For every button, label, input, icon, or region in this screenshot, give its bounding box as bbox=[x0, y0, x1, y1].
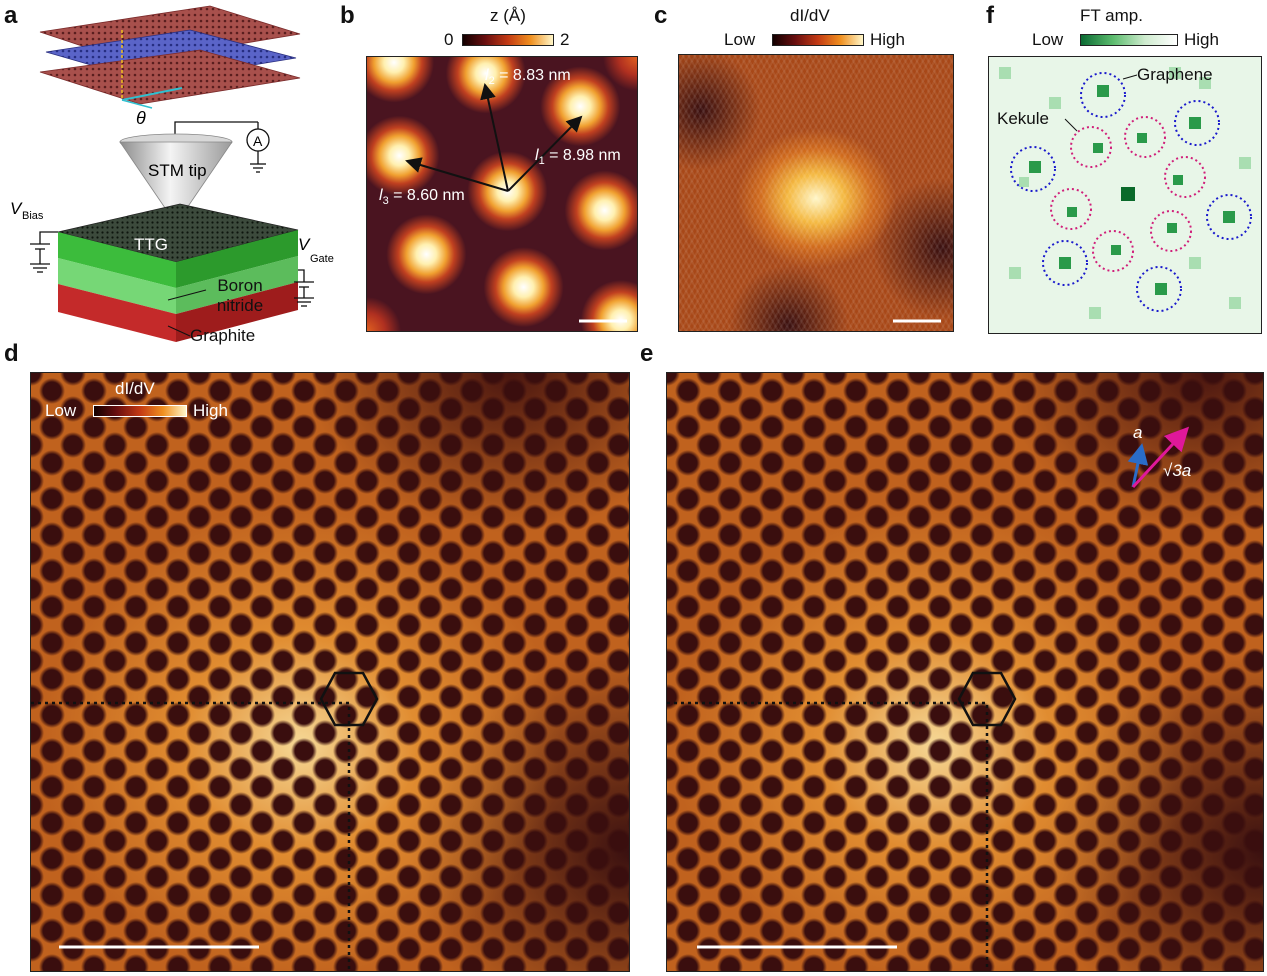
svg-text:Gate: Gate bbox=[310, 253, 334, 265]
colorbar-c-title: dI/dV bbox=[790, 6, 830, 25]
theta-symbol: θ bbox=[136, 108, 146, 128]
l2-label: l2 = 8.83 nm bbox=[485, 67, 571, 88]
schematic-svg: θ A STM tip TTG V Bias V Ga bbox=[10, 5, 334, 342]
svg-text:Bias: Bias bbox=[22, 210, 44, 222]
boron-nitride-label: Boron nitride bbox=[216, 276, 264, 315]
vector-sqrt3a-arrow bbox=[1131, 426, 1190, 489]
panel-d-overlay bbox=[31, 671, 379, 971]
panel-f-fourier: Graphene Kekule bbox=[988, 56, 1262, 334]
unit-hexagon-d bbox=[319, 671, 379, 727]
panel-e-didv-map: a √3a bbox=[666, 372, 1264, 972]
kekule-peak-5 bbox=[1150, 210, 1192, 252]
kekule-peak-3 bbox=[1164, 156, 1206, 198]
panel-a-schematic: θ A STM tip TTG V Bias V Ga bbox=[0, 0, 340, 350]
stm-tip-cone bbox=[119, 141, 233, 225]
colorbar-d-high: High bbox=[193, 401, 228, 420]
l1-label: l1 = 8.98 nm bbox=[535, 147, 621, 168]
graphene-peak-5 bbox=[1042, 240, 1088, 286]
kekule-label: Kekule bbox=[997, 109, 1049, 128]
graphite-layer bbox=[58, 284, 176, 342]
graphene-peak-3 bbox=[1010, 146, 1056, 192]
vector-a-arrow bbox=[1127, 443, 1149, 488]
panel-label-c: c bbox=[654, 2, 668, 29]
colorbar-b-max: 2 bbox=[560, 30, 570, 49]
unit-hexagon-e bbox=[957, 671, 1017, 727]
colorbar-d-title: dI/dV bbox=[115, 379, 155, 398]
scale-bar-c-svg bbox=[893, 319, 941, 323]
vector-l1 bbox=[507, 115, 583, 192]
colorbar-f-low: Low bbox=[1032, 30, 1064, 49]
graphene-peak-4 bbox=[1206, 194, 1252, 240]
panel-label-d: d bbox=[4, 340, 19, 367]
colorbar-c-high: High bbox=[870, 30, 905, 49]
colorbar-b-min: 0 bbox=[444, 30, 454, 49]
graphene-label: Graphene bbox=[1137, 65, 1213, 84]
kekule-peak-1 bbox=[1070, 126, 1112, 168]
colorbar-c-low: Low bbox=[724, 30, 756, 49]
panel-e-overlay bbox=[667, 426, 1190, 971]
kekule-peak-4 bbox=[1050, 188, 1092, 230]
colorbar-f-title: FT amp. bbox=[1080, 6, 1143, 25]
vector-l2 bbox=[480, 83, 509, 192]
ttg-layer bbox=[58, 232, 176, 288]
crop-guide-d bbox=[31, 701, 351, 971]
panel-label-b: b bbox=[340, 2, 355, 29]
l3-label: l3 = 8.60 nm bbox=[379, 187, 465, 208]
colorbar-d bbox=[93, 405, 187, 417]
panel-label-f: f bbox=[986, 2, 994, 29]
colorbar-f-high: High bbox=[1184, 30, 1219, 49]
panel-d-didv-map: dI/dV Low High bbox=[30, 372, 630, 972]
kekule-peak-2 bbox=[1124, 116, 1166, 158]
graphene-peak-1 bbox=[1080, 72, 1126, 118]
fourier-svg bbox=[999, 67, 1252, 319]
svg-text:V: V bbox=[298, 235, 311, 254]
svg-text:A: A bbox=[253, 133, 263, 149]
kekule-peak-6 bbox=[1092, 230, 1134, 272]
lattice-vectors-svg bbox=[405, 83, 627, 323]
crop-guide-e bbox=[667, 701, 989, 971]
panel-label-e: e bbox=[640, 340, 654, 367]
colorbar-f bbox=[1080, 34, 1178, 46]
svg-text:V: V bbox=[10, 199, 23, 218]
layer-bottom bbox=[39, 49, 301, 105]
panel-label-a: a bbox=[4, 2, 18, 29]
graphite-label: Graphite bbox=[190, 326, 256, 345]
vector-l3 bbox=[405, 157, 509, 192]
colorbar-c bbox=[772, 34, 864, 46]
vector-a-label: a bbox=[1133, 423, 1143, 442]
colorbar-b bbox=[462, 34, 554, 46]
panel-b-topography: l2 = 8.83 nm l1 = 8.98 nm l3 = 8.60 nm bbox=[366, 56, 638, 332]
colorbar-d-low: Low bbox=[45, 401, 77, 420]
graphene-peak-2 bbox=[1174, 100, 1220, 146]
colorbar-b-title: z (Å) bbox=[490, 6, 526, 25]
stm-tip-label: STM tip bbox=[148, 161, 207, 180]
vector-sqrt3a-label: √3a bbox=[1163, 461, 1192, 480]
graphene-peak-6 bbox=[1136, 266, 1182, 312]
boron-nitride-layer bbox=[58, 258, 176, 314]
panel-c-didv-map bbox=[678, 54, 954, 332]
ttg-label: TTG bbox=[134, 235, 168, 254]
